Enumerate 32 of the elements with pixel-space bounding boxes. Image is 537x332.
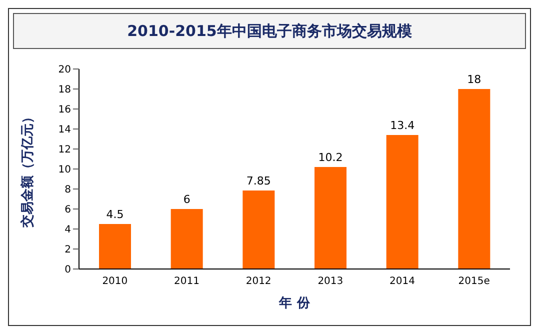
y-tick-label: 18: [58, 84, 71, 96]
bar: [386, 135, 418, 269]
data-label: 18: [467, 73, 482, 86]
y-tick-label: 6: [64, 204, 71, 216]
x-tick-label: 2013: [318, 276, 344, 288]
x-tick-label: 2010: [102, 276, 128, 288]
y-tick-label: 0: [64, 264, 71, 276]
bar: [458, 89, 490, 269]
data-label: 7.85: [246, 174, 271, 188]
y-tick-label: 10: [58, 164, 71, 176]
y-tick-label: 20: [58, 64, 71, 76]
x-axis-title: 年 份: [278, 296, 311, 311]
x-tick-label: 2014: [390, 276, 415, 288]
data-label: 13.4: [390, 119, 415, 132]
bar: [314, 167, 346, 269]
y-axis-title: 交易金额（万亿元）: [20, 110, 36, 228]
y-tick-label: 14: [58, 124, 71, 136]
x-tick-label: 2011: [174, 276, 200, 288]
y-tick-label: 4: [64, 224, 71, 236]
data-label: 10.2: [318, 151, 343, 164]
bar: [99, 224, 131, 269]
data-label: 6: [183, 193, 190, 206]
data-label: 4.5: [106, 208, 124, 221]
bar: [242, 190, 275, 269]
x-tick-label: 2012: [246, 276, 272, 288]
chart-title: 2010-2015年中国电子商务市场交易规模: [13, 13, 526, 49]
y-tick-label: 2: [64, 244, 71, 256]
y-tick-label: 12: [58, 144, 71, 156]
y-tick-label: 16: [58, 104, 71, 116]
x-tick-label: 2015e: [458, 276, 490, 288]
bar: [170, 209, 203, 269]
y-tick-label: 8: [64, 184, 71, 196]
